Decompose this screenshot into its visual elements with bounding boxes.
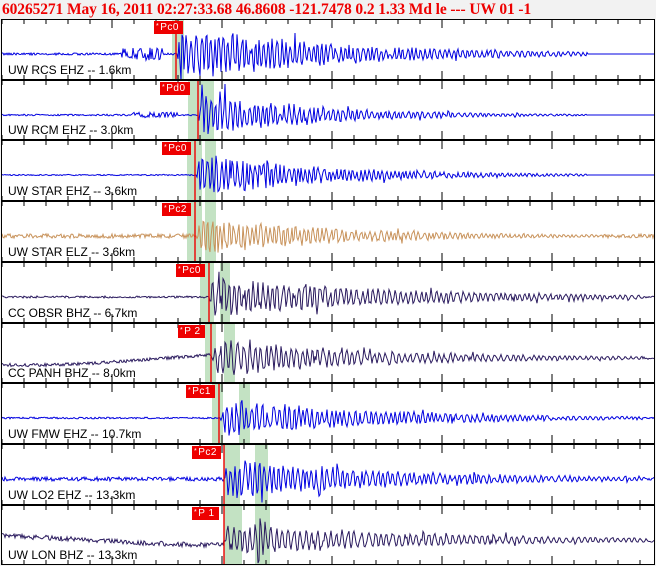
waveform-trace [2,83,654,135]
measurement-window-band [239,384,250,443]
pick-star-icon: * [162,84,166,91]
channel-label: UW LO2 EHZ -- 13.3km [8,488,136,502]
trace-panel[interactable]: *P 1 UW LON BHZ -- 13.3km [1,505,655,565]
channel-label: UW FMW EHZ -- 10.7km [8,427,142,441]
trace-panel[interactable]: *Pd0 UW RCM EHZ -- 3.0km [1,80,655,140]
pick-label[interactable]: *Pc1 [186,385,215,398]
pick-label-text: Pc2 [198,447,217,458]
waveform-plot [2,141,654,200]
pick-label[interactable]: *Pc0 [154,21,183,34]
channel-label: UW STAR ELZ -- 3.6km [8,245,136,259]
time-axis-ticks [2,384,641,443]
pick-star-icon: * [164,205,168,212]
waveform-trace [2,271,654,316]
pick-label-text: Pc0 [160,22,179,33]
trace-panel[interactable]: *Pc2 UW STAR ELZ -- 3.6km [1,201,655,262]
trace-panel[interactable]: *Pc0 UW STAR EHZ -- 3.6km [1,140,655,201]
channel-label: UW STAR EHZ -- 3.6km [8,184,138,198]
waveform-trace [2,339,654,375]
trace-panel[interactable]: *Pc1 UW FMW EHZ -- 10.7km [1,383,655,444]
trace-panel[interactable]: *P 2 CC PANH BHZ -- 8.0km [1,323,655,383]
pick-star-icon: * [178,266,182,273]
waveform-plot [2,263,654,322]
time-axis-ticks [2,141,641,200]
waveform-trace [2,400,654,436]
time-axis-ticks [2,445,641,504]
pick-label-text: P 2 [184,326,201,337]
trace-panel[interactable]: *Pc2 UW LO2 EHZ -- 13.3km [1,444,655,505]
waveform-trace [2,220,654,253]
measurement-window-band [205,141,216,200]
pick-star-icon: * [194,509,198,516]
trace-panel-list: *Pc0 UW RCS EHZ -- 1.6km *Pd0 UW RCM EHZ --… [0,19,656,566]
pick-label[interactable]: *P 1 [192,507,219,520]
measurement-window-band [205,202,216,261]
waveform-trace [2,155,654,193]
waveform-plot [2,202,654,261]
waveform-plot [2,20,654,79]
pick-label[interactable]: *Pc2 [162,203,191,216]
event-header: 60265271 May 16, 2011 02:27:33.68 46.860… [0,0,656,19]
pick-star-icon: * [164,144,168,151]
pick-label[interactable]: *Pc0 [162,142,191,155]
time-axis-ticks [2,263,641,322]
pick-label-text: Pd0 [166,83,186,94]
pick-label[interactable]: *P 2 [178,325,205,338]
time-axis-ticks [2,324,641,382]
pick-star-icon: * [180,327,184,334]
waveform-plot [2,324,654,382]
time-axis-ticks [2,81,641,139]
time-axis-ticks [2,20,641,79]
waveform-plot [2,384,654,443]
channel-label: UW RCS EHZ -- 1.6km [8,63,132,77]
channel-label: UW RCM EHZ -- 3.0km [8,123,134,137]
pick-label-text: P 1 [198,508,215,519]
waveform-trace [2,460,654,503]
waveform-trace [2,32,654,79]
measurement-window-band [200,263,214,322]
pick-label[interactable]: *Pd0 [160,82,190,95]
waveform-plot [2,81,654,139]
channel-label: CC PANH BHZ -- 8.0km [8,366,136,380]
time-axis-ticks [2,202,641,261]
pick-label-text: Pc0 [182,265,201,276]
pick-label[interactable]: *Pc2 [192,446,221,459]
waveform-trace [2,518,654,564]
pick-label-text: Pc1 [192,386,211,397]
waveform-plot [2,506,654,564]
channel-label: UW LON BHZ -- 13.3km [8,548,138,562]
channel-label: CC OBSR BHZ -- 6.7km [8,306,138,320]
measurement-window-band [255,506,270,564]
pick-label-text: Pc2 [168,204,187,215]
pick-star-icon: * [156,23,160,30]
trace-panel[interactable]: *Pc0 UW RCS EHZ -- 1.6km [1,19,655,80]
measurement-window-band [212,384,223,443]
waveform-plot [2,445,654,504]
trace-panel[interactable]: *Pc0 CC OBSR BHZ -- 6.7km [1,262,655,323]
pick-label[interactable]: *Pc0 [176,264,205,277]
pick-star-icon: * [194,448,198,455]
pick-star-icon: * [188,387,192,394]
pick-label-text: Pc0 [168,143,187,154]
time-axis-ticks [2,506,641,564]
